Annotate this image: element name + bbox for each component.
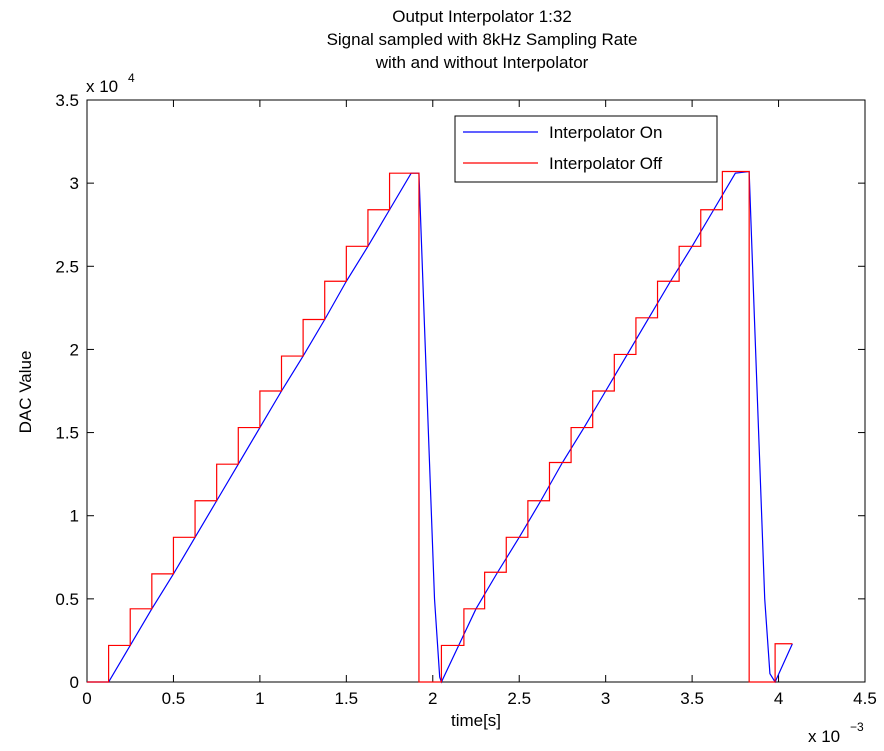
axis-ticks: 0 0.5 1 1.5 2 2.5 3 3.5 4 4.5 0 0.5 1 1.5 2 2.5 3 3.5 (55, 91, 876, 708)
x-tick-label: 1.5 (335, 689, 359, 708)
x-tick-label: 4 (774, 689, 783, 708)
x-multiplier: x 10 −3 (808, 720, 864, 746)
series-line-interpolator-off (87, 170, 793, 683)
legend: Interpolator On Interpolator Off (454, 115, 718, 183)
chart-title-line-1: Output Interpolator 1:32 (392, 7, 572, 26)
y-tick-label: 3.5 (55, 91, 79, 110)
y-multiplier-base: x 10 (86, 77, 118, 96)
chart-title-line-2: Signal sampled with 8kHz Sampling Rate (327, 30, 638, 49)
y-tick-label: 0.5 (55, 590, 79, 609)
legend-box (454, 115, 718, 183)
x-tick-label: 3.5 (680, 689, 704, 708)
x-tick-label: 4.5 (853, 689, 877, 708)
x-tick-label: 1 (255, 689, 264, 708)
y-tick-label: 1.5 (55, 424, 79, 443)
plot-area (86, 99, 866, 683)
x-tick-label: 0.5 (162, 689, 186, 708)
legend-label-interpolator-off: Interpolator Off (549, 154, 662, 173)
y-tick-label: 2.5 (55, 257, 79, 276)
y-tick-label: 2 (70, 340, 79, 359)
y-multiplier-exponent: 4 (128, 71, 135, 85)
y-tick-label: 1 (70, 507, 79, 526)
y-tick-label: 0 (70, 673, 79, 692)
x-tick-label: 0 (82, 689, 91, 708)
y-multiplier: x 10 4 (86, 71, 135, 96)
y-axis-label: DAC Value (16, 351, 35, 434)
y-tick-label: 3 (70, 174, 79, 193)
x-axis-label: time[s] (451, 711, 501, 730)
x-tick-label: 2 (428, 689, 437, 708)
x-multiplier-base: x 10 (808, 727, 840, 746)
x-multiplier-exponent: −3 (850, 720, 864, 734)
x-tick-label: 3 (601, 689, 610, 708)
chart-title-line-3: with and without Interpolator (375, 53, 589, 72)
x-tick-label: 2.5 (507, 689, 531, 708)
series-lines (87, 170, 793, 684)
legend-label-interpolator-on: Interpolator On (549, 123, 662, 142)
